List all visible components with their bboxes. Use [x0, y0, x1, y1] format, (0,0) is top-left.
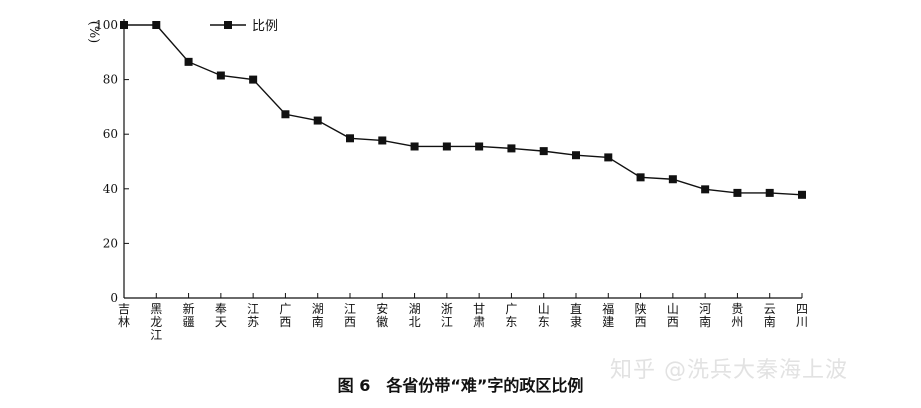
x-category-label: 浙江	[441, 302, 453, 329]
data-point-marker	[798, 190, 806, 199]
data-point-marker	[507, 144, 516, 153]
data-point-marker	[410, 142, 419, 151]
x-category-label: 直隶	[570, 302, 582, 329]
x-category-label: 河南	[699, 302, 711, 329]
data-point-marker	[249, 75, 258, 84]
x-category-label: 新疆	[183, 301, 195, 329]
legend-marker	[224, 21, 232, 29]
x-category-label: 山东	[538, 302, 550, 329]
data-point-marker	[216, 71, 225, 80]
x-category-label: 广东	[505, 302, 517, 329]
x-category-label: 湖北	[409, 301, 421, 329]
y-tick-label: 100	[95, 18, 118, 32]
x-category-label: 四川	[796, 302, 808, 329]
line-chart: 0 20 40 60 80 100 吉林 黑龙江 新疆奉天江苏广西湖南江西安徽湖北浙江甘肃广东…	[86, 18, 808, 342]
data-point-marker	[701, 185, 710, 194]
data-point-marker	[733, 188, 742, 197]
x-category-label: 吉林	[118, 302, 130, 329]
y-tick-label: 0	[110, 291, 118, 305]
data-point-marker	[765, 188, 774, 197]
x-category-label: 黑龙江	[150, 302, 162, 342]
data-point-marker	[442, 142, 451, 151]
data-point-marker	[313, 116, 322, 125]
y-tick-label: 80	[103, 73, 118, 87]
x-category-label: 贵州	[731, 302, 743, 329]
figure-caption: 图 6 各省份带“难”字的政区比例	[337, 376, 584, 395]
x-category-label: 山西	[667, 302, 679, 329]
x-category-label: 湖南	[312, 301, 324, 329]
x-category-label: 奉天	[215, 302, 227, 329]
data-point-marker	[636, 173, 645, 182]
x-category-label: 广西	[279, 302, 291, 329]
x-category-label: 甘肃	[473, 302, 485, 329]
data-point-marker	[152, 21, 161, 29]
x-axis-categories: 吉林 黑龙江 新疆奉天江苏广西湖南江西安徽湖北浙江甘肃广东山东直隶福建陕西山西河南贵…	[118, 293, 808, 342]
data-point-marker	[668, 175, 677, 184]
y-tick-label: 60	[103, 127, 118, 141]
y-tick-label: 20	[103, 236, 118, 250]
series-line	[124, 24, 803, 196]
data-point-marker	[475, 142, 484, 151]
x-category-label: 安徽	[376, 301, 388, 329]
x-category-label: 云南	[764, 302, 776, 329]
x-category-label: 江西	[344, 302, 356, 329]
data-point-marker	[184, 57, 193, 66]
legend-label: 比例	[252, 19, 278, 34]
y-axis-label: (%)	[86, 21, 101, 44]
legend: 比例	[210, 19, 278, 34]
data-point-marker	[281, 110, 290, 119]
x-category-label: 福建	[602, 301, 614, 329]
data-point-marker	[346, 134, 354, 143]
x-category-label: 江苏	[247, 302, 259, 329]
watermark: 知乎 @洗兵大秦海上波	[610, 358, 848, 383]
chart-axes	[123, 19, 802, 299]
y-axis-ticks: 0 20 40 60 80 100	[95, 18, 129, 305]
y-tick-label: 40	[103, 182, 118, 196]
x-category-label: 陕西	[635, 301, 647, 329]
data-point-marker	[572, 151, 580, 160]
data-point-marker	[378, 136, 387, 145]
data-point-marker	[604, 153, 613, 162]
data-series	[120, 21, 806, 199]
data-point-marker	[120, 21, 128, 29]
data-point-marker	[539, 147, 548, 156]
